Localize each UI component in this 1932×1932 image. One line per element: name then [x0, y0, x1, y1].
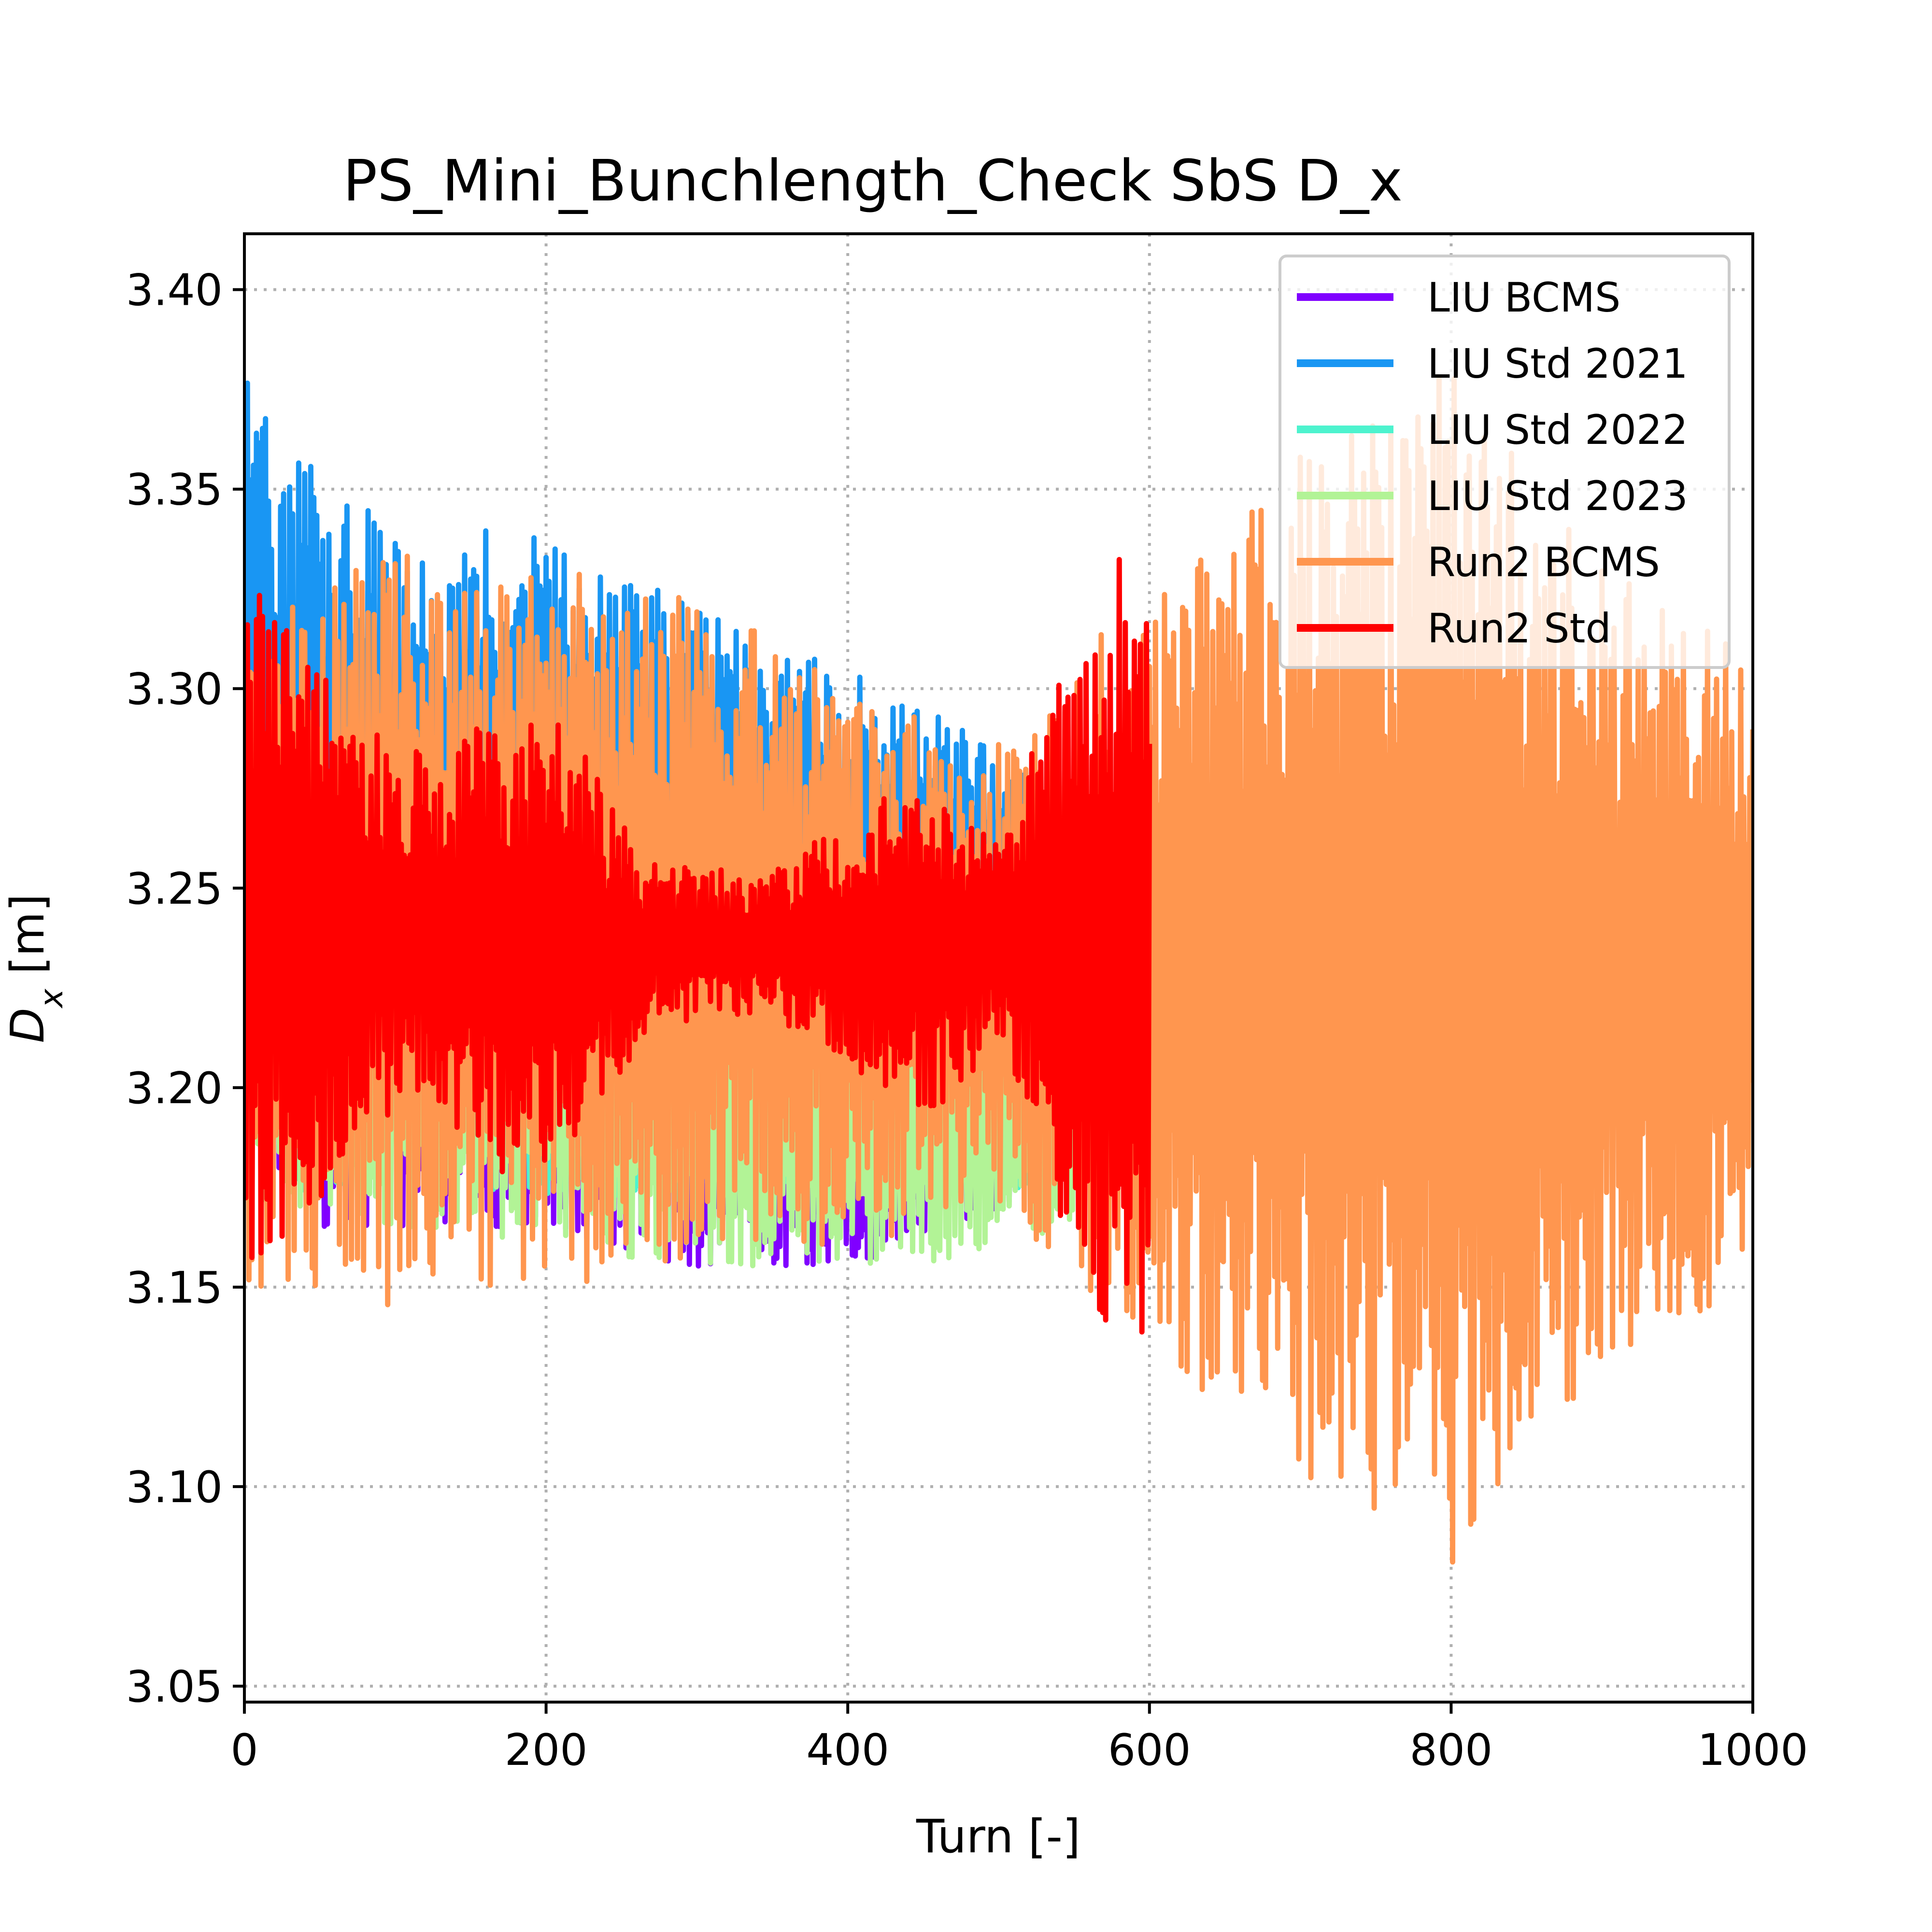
y-tick-label: 3.05	[126, 1662, 223, 1712]
plot-frame	[243, 232, 1754, 1704]
legend-label: Run2 BCMS	[1427, 539, 1660, 586]
series-line-run2-std	[244, 557, 1152, 1335]
x-tick-label: 800	[1410, 1725, 1493, 1776]
y-tick-label: 3.15	[126, 1263, 223, 1313]
legend: LIU BCMS LIU Std 2021 LIU Std 2022 LIU Std …	[1279, 255, 1731, 669]
x-axis: 0 200 400 600 800 1000	[230, 1702, 1808, 1776]
chart-title: PS_Mini_Bunchlength_Check SbS D_x	[343, 147, 1403, 214]
y-tick-label: 3.10	[126, 1462, 223, 1513]
legend-label: LIU BCMS	[1427, 274, 1620, 321]
x-tick-label: 400	[806, 1725, 889, 1776]
legend-label: LIU Std 2023	[1427, 472, 1688, 520]
y-tick-label: 3.30	[126, 664, 223, 715]
y-tick-label: 3.25	[126, 864, 223, 914]
x-axis-label: Turn [-]	[916, 1810, 1080, 1863]
x-tick-label: 0	[230, 1725, 258, 1776]
x-tick-label: 200	[505, 1725, 588, 1776]
legend-label: LIU Std 2022	[1427, 406, 1688, 454]
y-tick-label: 3.35	[126, 465, 223, 515]
y-tick-label: 3.20	[126, 1063, 223, 1114]
legend-label: LIU Std 2021	[1427, 340, 1688, 387]
y-axis: 3.05 3.10 3.15 3.20 3.25 3.30 3.35 3.40	[126, 265, 244, 1712]
plot-area	[244, 376, 1753, 1565]
y-tick-label: 3.40	[126, 265, 223, 316]
legend-label: Run2 Std	[1427, 605, 1611, 652]
x-tick-label: 600	[1108, 1725, 1191, 1776]
x-tick-label: 1000	[1697, 1725, 1808, 1776]
y-axis-label: Dx [m]	[1, 894, 70, 1043]
